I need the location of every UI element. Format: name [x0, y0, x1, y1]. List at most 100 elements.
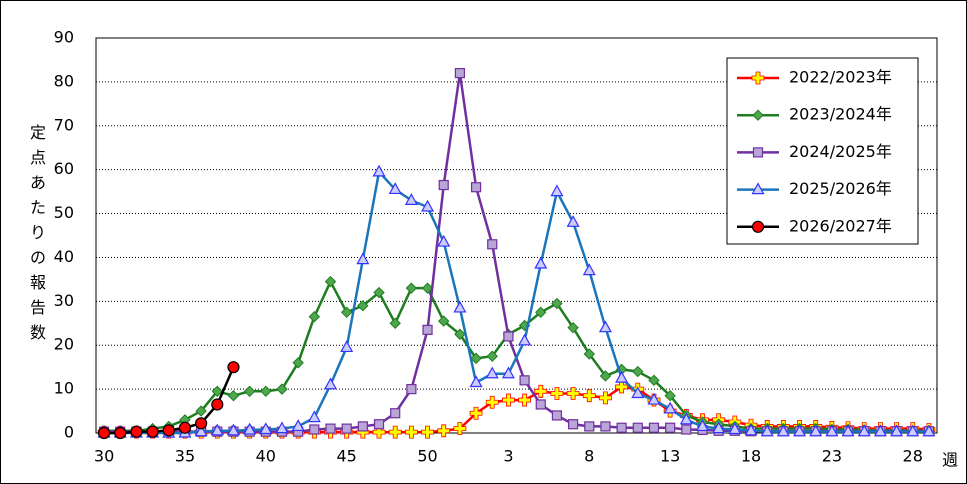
marker: [389, 317, 401, 329]
marker: [551, 410, 563, 421]
x-tick-label: 50: [417, 447, 437, 466]
marker: [405, 282, 418, 294]
marker: [243, 422, 257, 435]
marker: [373, 286, 385, 299]
marker: [744, 423, 758, 436]
x-tick-label: 8: [584, 447, 594, 466]
marker: [469, 375, 483, 388]
marker: [519, 375, 530, 386]
marker: [437, 234, 451, 247]
marker: [406, 384, 417, 395]
marker: [340, 306, 353, 319]
marker: [583, 348, 595, 360]
marker: [551, 297, 563, 310]
marker: [752, 109, 764, 121]
marker: [437, 424, 451, 438]
x-tick-label: 28: [903, 447, 923, 466]
marker: [114, 426, 127, 440]
marker: [210, 423, 224, 436]
marker: [227, 361, 240, 374]
marker: [276, 383, 288, 395]
marker: [453, 300, 467, 313]
x-tick-label: 13: [660, 447, 680, 466]
marker: [195, 405, 207, 417]
x-tick-label: 40: [256, 447, 276, 466]
marker: [485, 395, 499, 409]
marker: [501, 366, 515, 379]
marker: [438, 315, 450, 327]
marker: [292, 357, 304, 369]
marker: [681, 424, 692, 435]
marker: [260, 385, 272, 398]
marker: [195, 417, 208, 430]
marker: [648, 374, 660, 387]
marker: [325, 423, 336, 434]
marker: [438, 179, 449, 191]
marker: [809, 424, 823, 437]
marker: [178, 421, 192, 434]
marker: [760, 424, 774, 437]
marker: [567, 321, 579, 334]
legend-label: 2025/2026年: [789, 179, 892, 198]
y-tick-label: 60: [54, 159, 74, 178]
marker: [211, 398, 224, 411]
marker: [469, 406, 483, 420]
marker: [728, 422, 742, 435]
x-tick-label: 3: [503, 447, 513, 466]
marker: [857, 424, 871, 437]
marker: [422, 324, 433, 335]
plot-area: [95, 37, 938, 434]
marker: [631, 386, 645, 399]
marker: [518, 393, 531, 407]
x-tick-label: 35: [175, 447, 195, 466]
legend-label: 2024/2025年: [789, 142, 892, 161]
marker: [648, 422, 660, 433]
marker: [162, 424, 175, 437]
marker: [453, 422, 467, 436]
x-axis-label: 週: [942, 451, 958, 470]
marker: [309, 424, 320, 435]
marker: [825, 424, 839, 437]
marker: [632, 365, 644, 378]
marker: [615, 370, 629, 383]
marker: [841, 424, 855, 437]
marker: [751, 71, 765, 85]
marker: [582, 263, 596, 276]
marker: [712, 421, 726, 434]
marker: [534, 256, 548, 269]
series-line: [104, 170, 929, 435]
y-tick-label: 30: [54, 291, 74, 310]
series-line: [104, 280, 929, 433]
marker: [146, 425, 159, 438]
marker: [486, 350, 498, 362]
marker: [227, 389, 240, 402]
x-tick-label: 23: [822, 447, 842, 466]
marker: [388, 182, 402, 195]
x-tick-label: 45: [337, 447, 357, 466]
y-tick-label: 80: [54, 71, 74, 90]
marker: [679, 412, 693, 425]
marker: [485, 366, 499, 379]
marker: [566, 387, 580, 400]
y-tick-label: 20: [54, 335, 74, 354]
marker: [275, 421, 289, 434]
marker: [487, 239, 498, 250]
marker: [598, 320, 612, 333]
marker: [97, 426, 111, 440]
marker: [906, 424, 920, 437]
marker: [599, 391, 612, 405]
marker: [194, 424, 208, 437]
marker: [340, 340, 354, 353]
legend-box: [726, 57, 919, 245]
marker: [226, 423, 240, 436]
marker: [323, 377, 338, 390]
marker: [616, 422, 627, 433]
marker: [404, 193, 418, 205]
marker: [647, 392, 661, 405]
marker: [324, 275, 337, 288]
marker: [373, 419, 385, 430]
marker: [535, 399, 546, 410]
marker: [663, 401, 677, 414]
marker: [421, 425, 434, 439]
